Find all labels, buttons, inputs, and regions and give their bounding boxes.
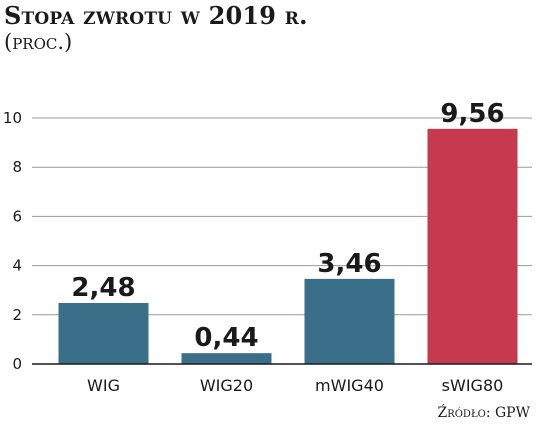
data-labels: 2,48 0,44 3,46 9,56 <box>71 99 504 353</box>
y-tick-label: 2 <box>12 306 22 324</box>
data-label-wig: 2,48 <box>71 273 135 303</box>
y-tick-label: 0 <box>12 355 22 373</box>
chart-title: Stopa zwrotu w 2019 r. <box>4 1 308 30</box>
x-axis-categories: WIG WIG20 mWIG40 sWIG80 <box>87 376 503 395</box>
category-label-wig: WIG <box>87 376 120 395</box>
y-tick-label: 6 <box>12 207 22 225</box>
category-label-swig80: sWIG80 <box>442 376 504 395</box>
y-axis-ticks: 0 2 4 6 8 10 <box>3 109 22 373</box>
source-note: Źródło: GPW <box>437 405 530 421</box>
y-tick-label: 8 <box>12 158 22 176</box>
chart-subtitle: (proc.) <box>4 30 73 54</box>
data-label-wig20: 0,44 <box>194 323 258 353</box>
bars <box>58 128 518 364</box>
y-tick-label: 4 <box>12 257 22 275</box>
category-label-wig20: WIG20 <box>200 376 253 395</box>
category-label-mwig40: mWIG40 <box>315 376 384 395</box>
bar-swig80 <box>427 128 518 364</box>
bar-mwig40 <box>304 278 395 364</box>
y-tick-label: 10 <box>3 109 22 127</box>
data-label-swig80: 9,56 <box>440 99 504 129</box>
bar-wig <box>58 302 149 364</box>
bar-wig20 <box>181 353 272 364</box>
data-label-mwig40: 3,46 <box>317 249 381 279</box>
